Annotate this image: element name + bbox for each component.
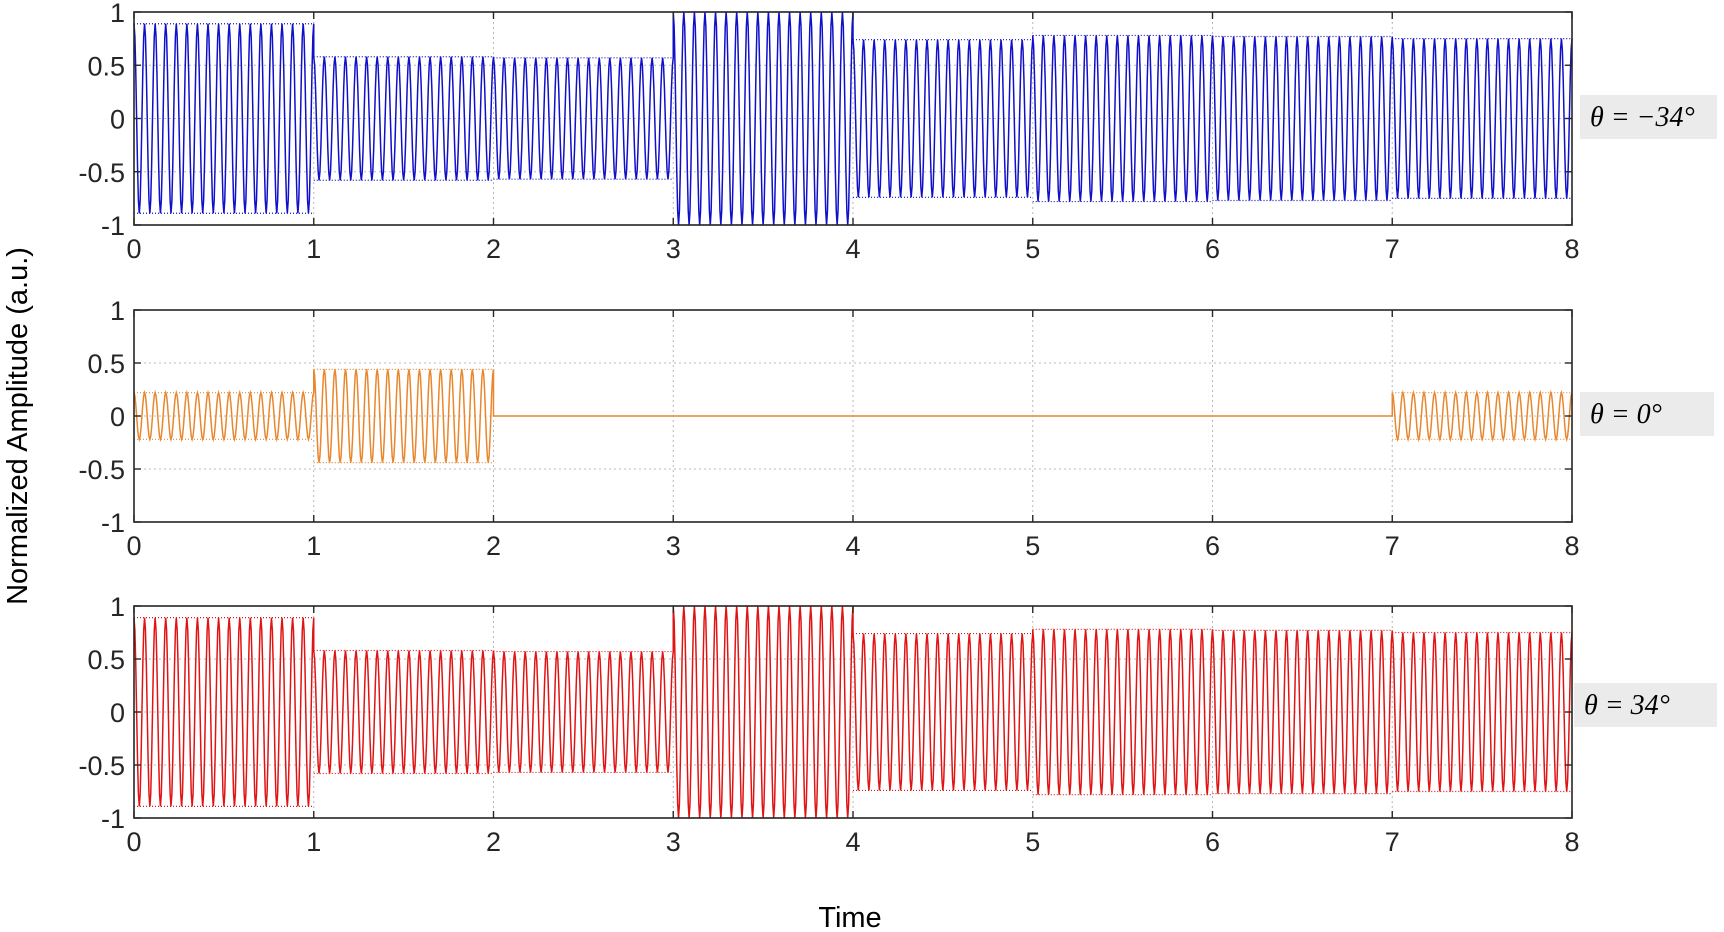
y-tick-label: 1 [110,296,125,326]
x-axis-label: Time [818,902,881,932]
x-tick-label: 1 [306,827,321,857]
x-tick-label: 7 [1385,234,1400,264]
angle-label-box [1580,392,1714,436]
y-tick-label: -1 [101,508,125,538]
x-tick-label: 2 [486,827,501,857]
y-tick-label: -1 [101,211,125,241]
y-tick-label: 0.5 [87,645,125,675]
x-tick-label: 8 [1564,827,1579,857]
x-tick-label: 5 [1025,234,1040,264]
x-tick-label: 0 [126,827,141,857]
y-tick-label: 0 [110,105,125,135]
x-tick-label: 6 [1205,531,1220,561]
x-tick-label: 2 [486,531,501,561]
x-tick-label: 8 [1564,531,1579,561]
subplot-3: 0 1 2 3 4 5 6 7 8 1 0.5 0 -0.5 -1 θ = 34° [78,592,1717,857]
x-tick-label: 1 [306,234,321,264]
angle-label: θ = 34° [1584,690,1670,721]
y-tick-label: -0.5 [78,751,125,781]
y-tick-label: 1 [110,592,125,622]
signal-trace [133,369,1573,463]
x-tick-label: 1 [306,531,321,561]
x-tick-label: 4 [845,531,860,561]
x-tick-label: 8 [1564,234,1579,264]
signal-trace [133,605,1573,819]
x-tick-label: 3 [666,531,681,561]
x-tick-label: 0 [126,531,141,561]
x-tick-label: 4 [845,234,860,264]
angle-label: θ = −34° [1590,102,1695,133]
x-tick-label: 2 [486,234,501,264]
y-tick-label: -1 [101,804,125,834]
subplot-1: 0 1 2 3 4 5 6 7 8 1 0.5 0 -0.5 -1 θ = −34° [78,0,1717,264]
y-tick-label: 0 [110,698,125,728]
angle-label-box [1580,95,1717,139]
y-tick-label: 0 [110,402,125,432]
x-tick-label: 7 [1385,531,1400,561]
y-tick-label: -0.5 [78,455,125,485]
x-tick-label: 3 [666,234,681,264]
subplot-2: 0 1 2 3 4 5 6 7 8 1 0.5 0 -0.5 -1 θ = 0° [78,296,1714,561]
y-tick-label: 1 [110,0,125,28]
x-tick-label: 5 [1025,531,1040,561]
y-tick-label: 0.5 [87,51,125,81]
signal-trace [133,11,1573,226]
angle-label-box [1574,683,1717,727]
y-axis-label: Normalized Amplitude (a.u.) [2,247,34,605]
x-tick-label: 0 [126,234,141,264]
x-tick-label: 7 [1385,827,1400,857]
panels: 0 1 2 3 4 5 6 7 8 1 0.5 0 -0.5 -1 θ = −34° 0 1 2 3 4 5 6 7 8 1 0.… [78,0,1717,857]
x-tick-label: 6 [1205,827,1220,857]
y-tick-label: -0.5 [78,158,125,188]
x-tick-label: 3 [666,827,681,857]
x-tick-label: 6 [1205,234,1220,264]
x-tick-label: 4 [845,827,860,857]
y-tick-label: 0.5 [87,349,125,379]
x-tick-label: 5 [1025,827,1040,857]
angle-label: θ = 0° [1590,399,1662,430]
